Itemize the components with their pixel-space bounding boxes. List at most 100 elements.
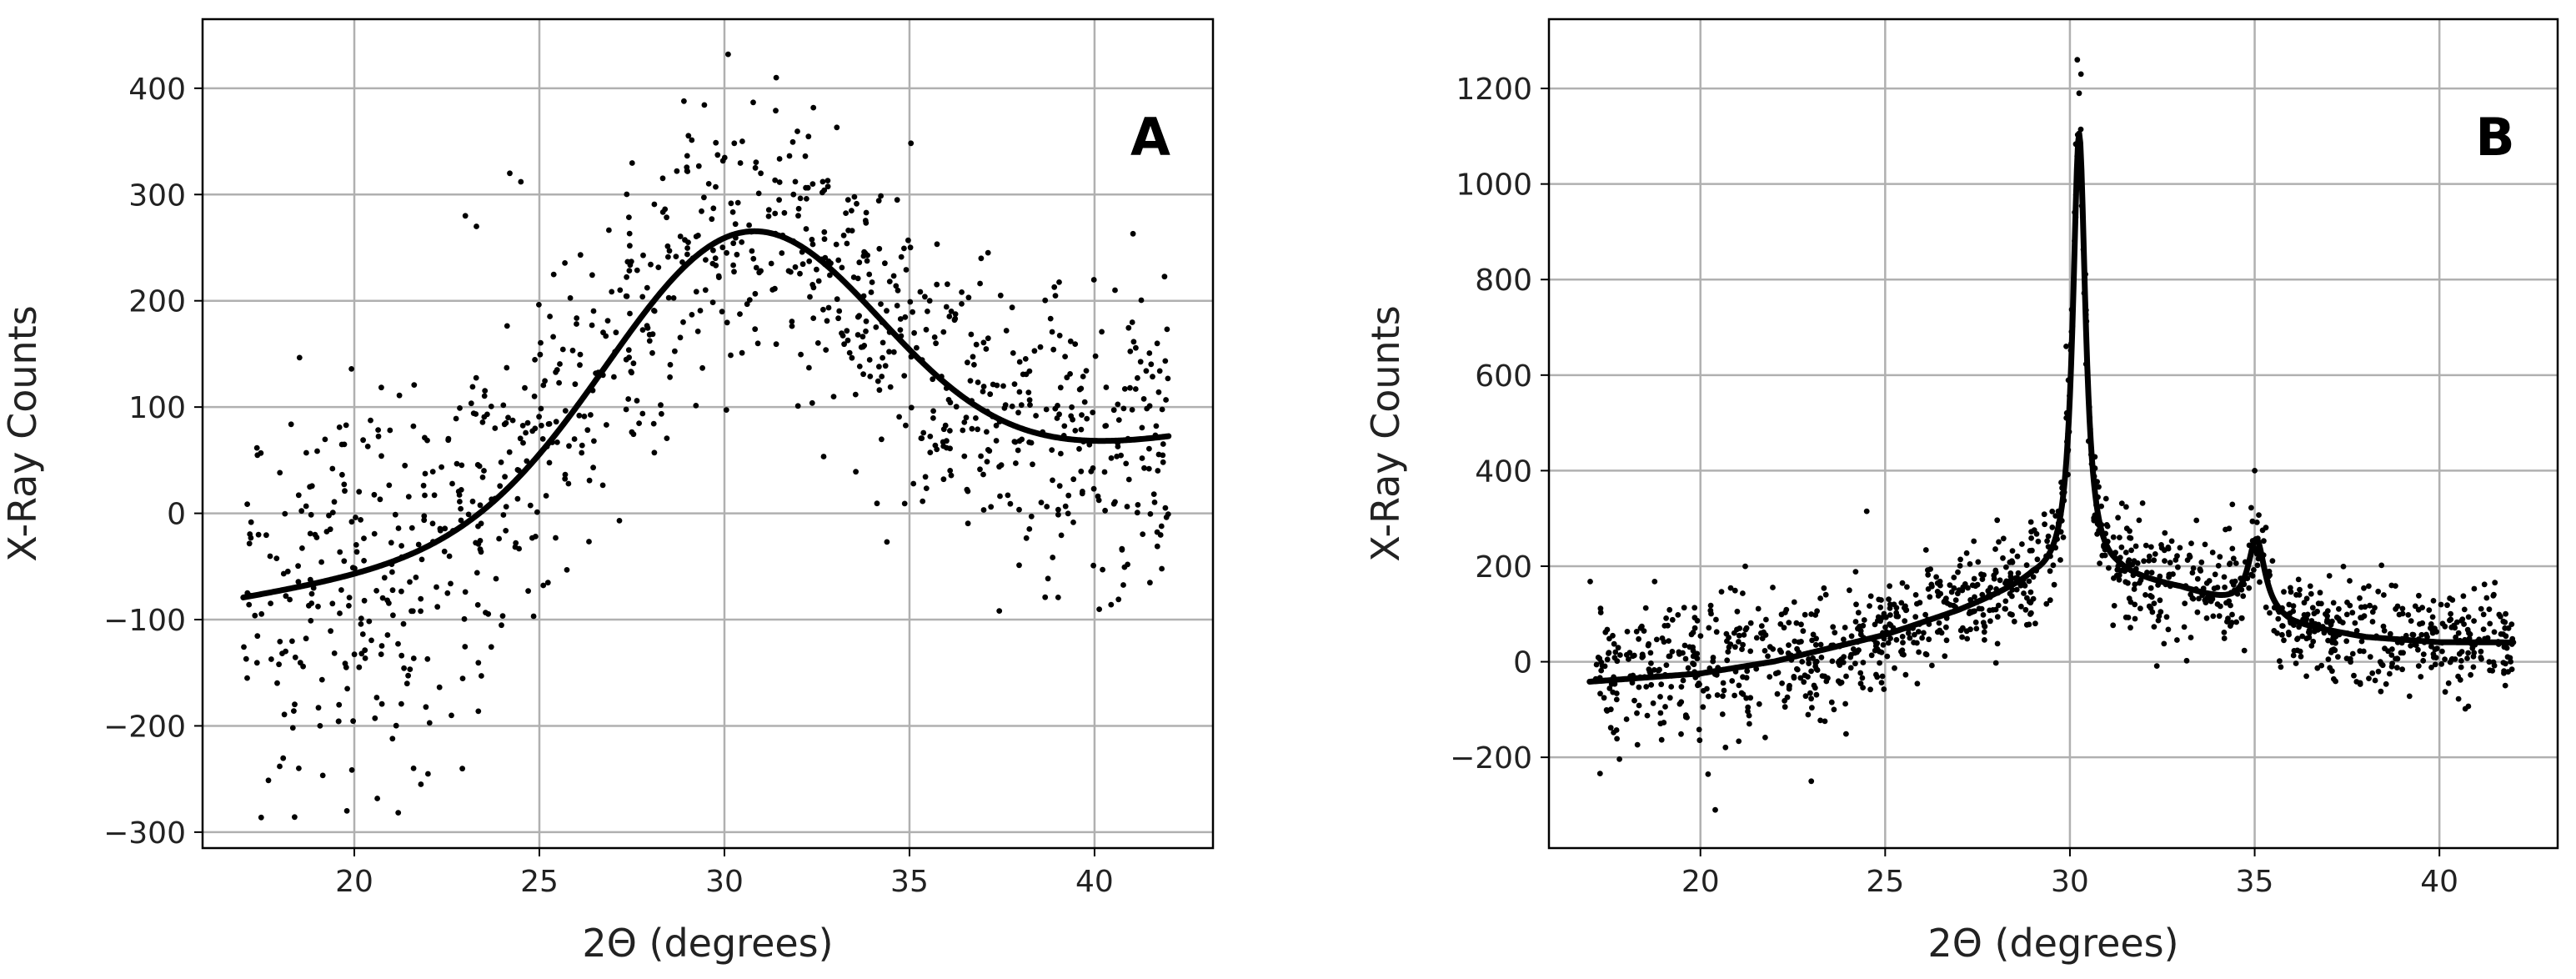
b-data-point — [1765, 653, 1771, 660]
a-data-point — [869, 279, 875, 285]
b-data-point — [2151, 557, 2158, 564]
b-data-point — [2500, 660, 2507, 665]
b-data-point — [2420, 651, 2427, 657]
a-data-point — [479, 419, 486, 425]
b-data-point — [2008, 558, 2015, 565]
b-data-point — [2323, 611, 2328, 617]
b-data-point — [2148, 605, 2154, 611]
a-data-point — [968, 331, 975, 338]
a-data-point — [856, 259, 863, 266]
b-data-point — [1614, 658, 1621, 665]
a-data-point — [739, 239, 745, 245]
a-data-point — [806, 364, 812, 371]
a-data-point — [878, 301, 884, 307]
a-data-point — [576, 412, 583, 419]
a-data-point — [599, 482, 606, 489]
b-data-point — [1877, 618, 1884, 625]
b-data-point — [2459, 616, 2466, 623]
a-data-point — [1125, 476, 1132, 483]
b-data-point — [2009, 593, 2015, 600]
b-data-point — [1593, 661, 1600, 668]
b-data-point — [2429, 614, 2436, 620]
b-data-point — [1623, 651, 1630, 658]
a-data-point — [499, 613, 506, 619]
a-data-point — [810, 104, 817, 111]
b-data-point — [2415, 663, 2422, 669]
b-data-point — [1658, 681, 1665, 688]
a-data-point — [666, 248, 673, 254]
a-data-point — [627, 310, 633, 317]
a-data-point — [553, 419, 559, 425]
a-data-point — [395, 810, 402, 816]
a-data-point — [965, 294, 972, 301]
a-data-point — [315, 705, 322, 711]
b-data-point — [2301, 600, 2308, 606]
b-data-point — [1959, 634, 1966, 640]
b-data-point — [2122, 550, 2129, 555]
b-data-point — [2303, 595, 2310, 602]
a-data-point — [540, 382, 547, 389]
b-data-point — [1700, 704, 1706, 710]
a-data-point — [970, 354, 976, 360]
b-data-point — [1979, 576, 1986, 582]
b-data-point — [2116, 576, 2122, 583]
b-data-point — [1942, 653, 1948, 660]
a-data-point — [754, 340, 761, 347]
a-data-point — [468, 400, 474, 407]
b-data-point — [1832, 630, 1838, 635]
b-data-point — [2271, 628, 2278, 634]
a-data-point — [284, 568, 291, 575]
b-data-point — [2343, 655, 2350, 661]
a-data-point — [299, 545, 305, 551]
b-data-point — [2286, 631, 2293, 638]
b-data-point — [1808, 695, 1815, 702]
a-data-point — [664, 435, 670, 441]
a-data-point — [336, 701, 343, 708]
a-data-point — [923, 326, 930, 333]
a-data-point — [589, 322, 595, 329]
b-data-point — [2502, 625, 2508, 631]
a-data-point — [1016, 389, 1023, 395]
b-y-tick-label: 800 — [1475, 264, 1532, 298]
a-data-point — [694, 329, 701, 334]
a-data-point — [1061, 423, 1068, 429]
b-y-tick-label: 400 — [1475, 454, 1532, 489]
a-data-point — [534, 509, 540, 515]
b-data-point — [1740, 691, 1747, 697]
b-data-point — [1830, 624, 1837, 630]
a-data-point — [588, 412, 594, 418]
b-data-point — [1598, 659, 1605, 665]
b-data-point — [2490, 593, 2497, 599]
a-data-point — [477, 546, 484, 553]
b-data-point — [2229, 501, 2236, 508]
b-data-point — [2125, 615, 2132, 620]
b-data-point — [2502, 619, 2508, 625]
a-data-point — [623, 406, 629, 413]
b-data-point — [2248, 505, 2254, 511]
a-data-point — [839, 333, 846, 339]
b-data-point — [1867, 686, 1874, 693]
b-data-point — [1822, 591, 1829, 598]
a-data-point — [344, 685, 350, 692]
a-data-point — [280, 570, 287, 577]
a-data-point — [946, 314, 953, 319]
b-data-point — [1848, 651, 1855, 658]
a-data-point — [628, 369, 634, 374]
b-data-point — [1843, 730, 1849, 737]
b-data-point — [2448, 616, 2454, 623]
b-data-point — [2193, 517, 2200, 524]
b-data-point — [2003, 564, 2009, 570]
a-data-point — [840, 232, 847, 238]
b-data-point — [2327, 665, 2333, 671]
a-data-point — [248, 519, 254, 525]
a-data-point — [429, 469, 436, 474]
a-data-point — [756, 269, 763, 276]
a-data-point — [425, 771, 431, 777]
b-data-point — [1681, 642, 1688, 649]
b-data-point — [1965, 585, 1971, 591]
a-data-point — [886, 279, 893, 284]
b-data-point — [1732, 644, 1738, 650]
a-data-point — [713, 262, 719, 269]
a-data-point — [1119, 546, 1125, 553]
a-x-tick-label: 40 — [1075, 865, 1114, 899]
